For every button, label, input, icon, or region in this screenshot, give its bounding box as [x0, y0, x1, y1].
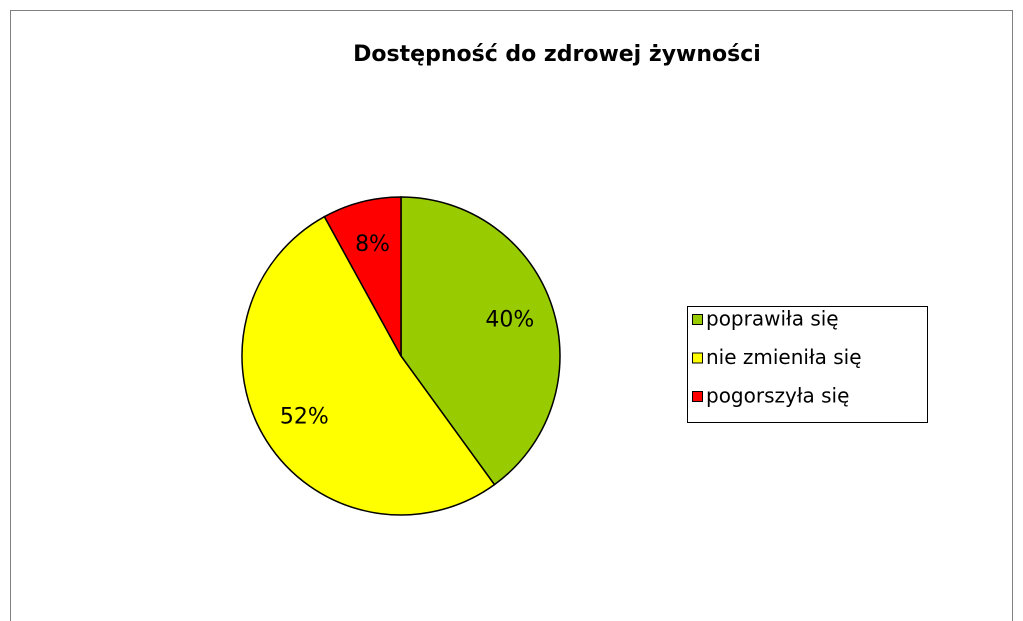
- pie-slice: [323, 196, 402, 357]
- legend-label: poprawiła się: [706, 307, 839, 331]
- data-label: 40%: [485, 308, 534, 333]
- legend-swatch: [692, 391, 703, 402]
- pie-slice: [400, 196, 561, 486]
- legend-label: pogorszyła się: [706, 384, 849, 408]
- legend-swatch: [692, 314, 703, 325]
- chart-title: Dostępność do zdrowej żywności: [353, 42, 761, 67]
- legend-box: [687, 306, 928, 423]
- data-label: 8%: [355, 232, 390, 257]
- legend-label: nie zmieniła się: [706, 345, 862, 369]
- legend-swatch: [692, 352, 703, 364]
- pie-slice: [241, 215, 496, 516]
- data-label: 52%: [280, 404, 329, 429]
